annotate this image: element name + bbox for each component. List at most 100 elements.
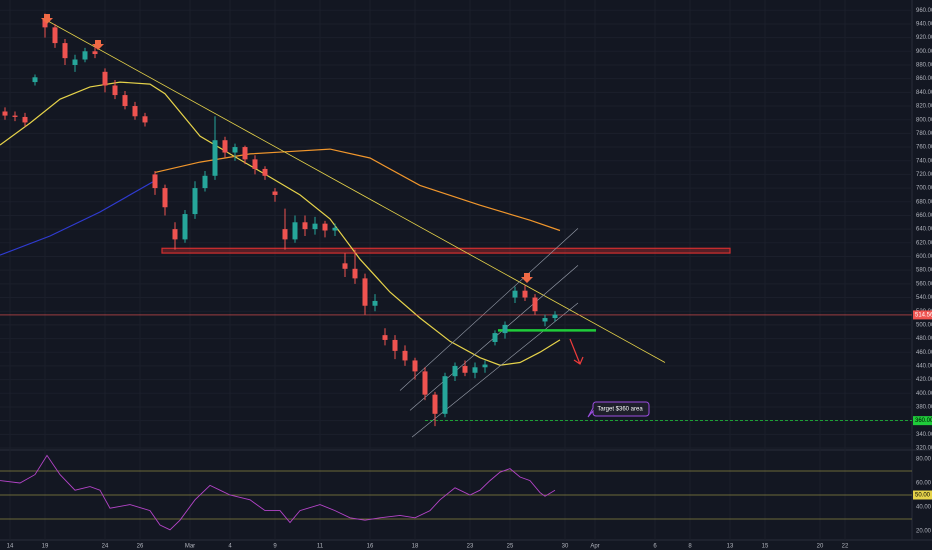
candle-body bbox=[232, 147, 238, 153]
candle-body bbox=[22, 116, 28, 123]
candle-body bbox=[362, 278, 368, 306]
x-tick-label: 9 bbox=[273, 544, 277, 550]
y-tick-label: 580.00 bbox=[916, 268, 932, 274]
target-label: 360.00 bbox=[915, 418, 932, 424]
candle-body bbox=[342, 263, 348, 269]
x-tick-label: 14 bbox=[7, 544, 14, 550]
x-tick-label: 16 bbox=[367, 544, 374, 550]
rsi-tick-label: 20.00 bbox=[916, 529, 932, 535]
down-marker bbox=[41, 14, 53, 24]
candle-body bbox=[522, 290, 528, 298]
down-arrow bbox=[569, 338, 584, 365]
candle-body bbox=[402, 350, 408, 361]
candle-body bbox=[482, 364, 488, 368]
candle-body bbox=[172, 229, 178, 240]
y-tick-label: 380.00 bbox=[916, 405, 932, 411]
y-tick-label: 540.00 bbox=[916, 295, 932, 301]
candle-body bbox=[132, 106, 138, 117]
candle-body bbox=[52, 27, 58, 44]
plot bbox=[0, 13, 912, 531]
y-tick-label: 900.00 bbox=[916, 49, 932, 55]
candle-body bbox=[322, 223, 328, 231]
y-tick-label: 560.00 bbox=[916, 281, 932, 287]
x-tick-label: 8 bbox=[688, 544, 692, 550]
moving-average bbox=[0, 180, 156, 256]
y-tick-label: 860.00 bbox=[916, 76, 932, 82]
rsi-tick-label: 80.00 bbox=[916, 457, 932, 463]
candle-body bbox=[422, 371, 428, 395]
candle-body bbox=[542, 318, 548, 322]
rsi-tick-label: 40.00 bbox=[916, 505, 932, 511]
y-tick-label: 480.00 bbox=[916, 336, 932, 342]
x-tick-label: 18 bbox=[412, 544, 419, 550]
candle-body bbox=[382, 335, 388, 340]
candle-body bbox=[472, 367, 478, 373]
candle-body bbox=[392, 339, 398, 351]
candle-body bbox=[532, 297, 538, 312]
candle-body bbox=[292, 222, 298, 240]
down-marker bbox=[92, 40, 104, 50]
candle-body bbox=[302, 222, 308, 230]
x-tick-label: 15 bbox=[762, 544, 769, 550]
candle-body bbox=[32, 77, 38, 83]
annotation-callout: Target $360 area bbox=[587, 401, 650, 418]
candle-body bbox=[452, 365, 458, 377]
candle-body bbox=[212, 140, 218, 176]
y-tick-label: 420.00 bbox=[916, 377, 932, 383]
channel-line bbox=[411, 302, 579, 438]
candle-body bbox=[182, 214, 188, 240]
x-tick-label: 20 bbox=[817, 544, 824, 550]
y-tick-label: 640.00 bbox=[916, 227, 932, 233]
candle-body bbox=[142, 116, 148, 123]
x-tick-label: 30 bbox=[562, 544, 569, 550]
y-tick-label: 760.00 bbox=[916, 145, 932, 151]
y-tick-label: 400.00 bbox=[916, 391, 932, 397]
x-tick-label: 11 bbox=[317, 544, 324, 550]
y-tick-label: 340.00 bbox=[916, 432, 932, 438]
target-badge bbox=[913, 416, 932, 426]
candle-body bbox=[122, 95, 128, 107]
candle-body bbox=[272, 191, 278, 195]
x-tick-label: 23 bbox=[467, 544, 474, 550]
annotation-box bbox=[587, 401, 650, 418]
y-tick-label: 500.00 bbox=[916, 322, 932, 328]
candle-body bbox=[372, 300, 378, 306]
y-tick-label: 940.00 bbox=[916, 22, 932, 28]
y-tick-label: 840.00 bbox=[916, 90, 932, 96]
candle-body bbox=[112, 85, 118, 96]
y-tick-label: 820.00 bbox=[916, 104, 932, 110]
trendline bbox=[46, 20, 666, 363]
candle-body bbox=[412, 360, 418, 372]
y-tick-label: 740.00 bbox=[916, 158, 932, 164]
candle-body bbox=[62, 43, 68, 59]
moving-average bbox=[154, 148, 561, 232]
rsi-line bbox=[0, 454, 556, 531]
y-tick-label: 460.00 bbox=[916, 350, 932, 356]
y-tick-label: 700.00 bbox=[916, 186, 932, 192]
y-tick-label: 680.00 bbox=[916, 199, 932, 205]
candle-body bbox=[502, 324, 508, 334]
candle-body bbox=[192, 188, 198, 215]
x-tick-label: 19 bbox=[42, 544, 49, 550]
x-tick-label: 26 bbox=[137, 544, 144, 550]
candle-body bbox=[462, 365, 468, 373]
x-tick-label: 22 bbox=[842, 544, 849, 550]
x-tick-label: Mar bbox=[185, 544, 195, 550]
candle-body bbox=[432, 394, 438, 414]
candle-body bbox=[282, 229, 288, 240]
rsi-badge-label: 50.00 bbox=[915, 493, 931, 499]
candle-body bbox=[92, 51, 98, 55]
candle-body bbox=[492, 333, 498, 342]
candle-body bbox=[42, 18, 48, 28]
y-tick-label: 600.00 bbox=[916, 254, 932, 260]
candle-body bbox=[162, 188, 168, 208]
candle-body bbox=[312, 223, 318, 230]
y-tick-label: 440.00 bbox=[916, 364, 932, 370]
y-tick-label: 960.00 bbox=[916, 8, 932, 14]
x-tick-label: 24 bbox=[102, 544, 109, 550]
x-tick-label: Apr bbox=[590, 544, 599, 550]
candle-body bbox=[552, 314, 558, 319]
